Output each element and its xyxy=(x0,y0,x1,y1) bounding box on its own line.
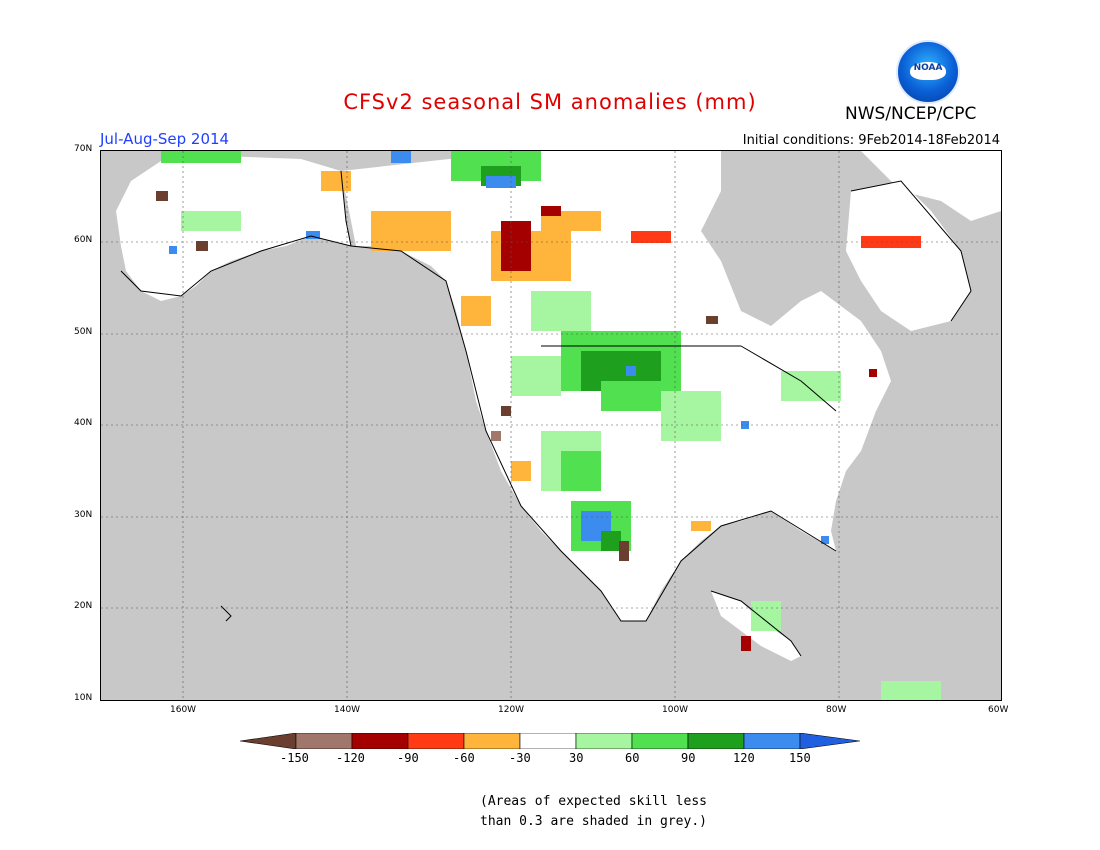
skill-footnote: (Areas of expected skill less than 0.3 a… xyxy=(480,792,707,832)
noaa-logo-text: NOAA xyxy=(913,63,943,73)
strong-negative-anomalies xyxy=(156,191,877,651)
lat-tick: 40N xyxy=(74,418,93,428)
anomaly-map-svg xyxy=(101,151,1001,700)
lon-tick: 140W xyxy=(334,705,361,715)
colorbar-segment-1 xyxy=(295,733,353,749)
initial-conditions-label: Initial conditions: 9Feb2014-18Feb2014 xyxy=(742,133,1000,148)
lat-tick: 30N xyxy=(74,510,93,520)
lat-tick: 20N xyxy=(74,601,93,611)
lon-tick: 120W xyxy=(498,705,525,715)
colorbar-segment-0 xyxy=(240,733,297,749)
lon-tick: 160W xyxy=(170,705,197,715)
colorbar-label: 60 xyxy=(625,751,640,765)
noaa-logo-bird xyxy=(910,62,946,80)
season-label: Jul-Aug-Sep 2014 xyxy=(100,130,230,148)
lat-tick: 10N xyxy=(74,693,93,703)
colorbar-segment-9 xyxy=(743,733,801,749)
color-bar xyxy=(240,733,860,749)
colorbar-label: -150 xyxy=(280,751,309,765)
colorbar-segment-2 xyxy=(351,733,409,749)
colorbar-label: -120 xyxy=(336,751,365,765)
noaa-logo: NOAA xyxy=(896,40,960,104)
colorbar-segment-5 xyxy=(519,733,577,749)
anomaly-map xyxy=(100,150,1002,701)
strong-positive-anomalies xyxy=(169,151,829,544)
lon-tick: 100W xyxy=(662,705,689,715)
colorbar-segment-8 xyxy=(687,733,745,749)
colorbar-label: 120 xyxy=(733,751,755,765)
agency-label: NWS/NCEP/CPC xyxy=(845,104,977,124)
colorbar-label: 90 xyxy=(681,751,696,765)
footnote-line-1: (Areas of expected skill less xyxy=(480,794,707,809)
lat-tick: 50N xyxy=(74,327,93,337)
graticule xyxy=(101,151,1001,700)
footnote-line-2: than 0.3 are shaded in grey.) xyxy=(480,814,707,829)
colorbar-label: 30 xyxy=(569,751,584,765)
lon-tick: 80W xyxy=(826,705,847,715)
colorbar-segment-4 xyxy=(463,733,521,749)
map-title: CFSv2 seasonal SM anomalies (mm) xyxy=(343,90,757,114)
lat-tick: 60N xyxy=(74,235,93,245)
lat-tick: 70N xyxy=(74,144,93,154)
colorbar-label: -60 xyxy=(453,751,475,765)
colorbar-segment-10 xyxy=(799,733,860,749)
colorbar-label: -90 xyxy=(397,751,419,765)
colorbar-segment-3 xyxy=(407,733,465,749)
colorbar-label: -30 xyxy=(509,751,531,765)
lon-tick: 60W xyxy=(988,705,1009,715)
colorbar-label: 150 xyxy=(789,751,811,765)
colorbar-segment-6 xyxy=(575,733,633,749)
colorbar-segment-7 xyxy=(631,733,689,749)
